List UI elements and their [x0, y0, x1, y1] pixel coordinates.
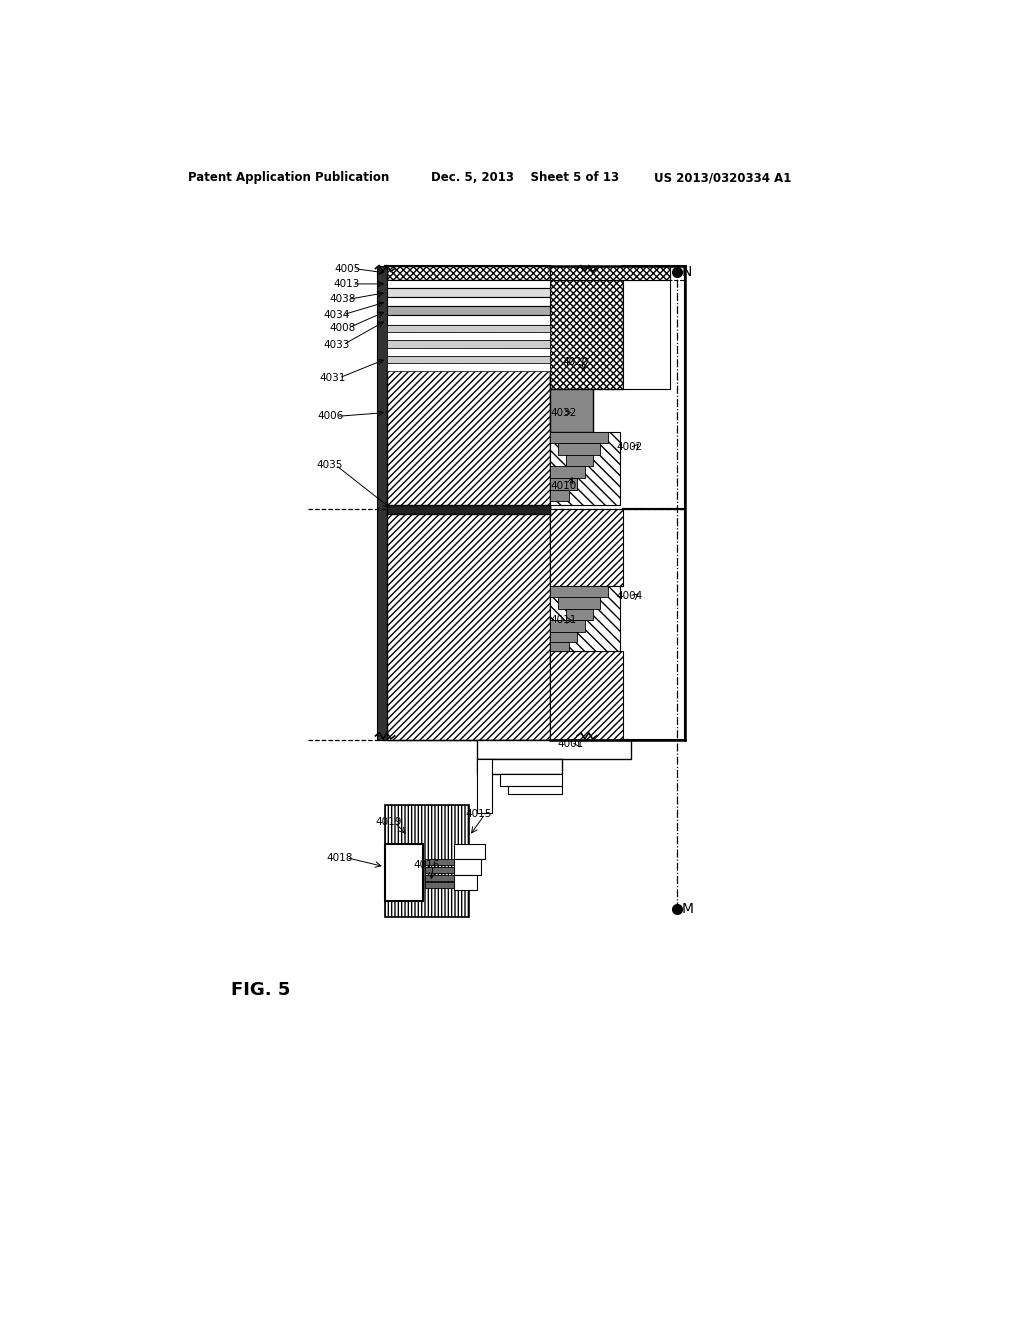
Polygon shape: [387, 348, 550, 355]
Polygon shape: [387, 315, 550, 325]
Polygon shape: [558, 444, 600, 455]
Text: Patent Application Publication: Patent Application Publication: [188, 172, 389, 185]
Polygon shape: [500, 775, 562, 785]
Polygon shape: [550, 466, 585, 478]
Polygon shape: [387, 297, 550, 306]
Text: N: N: [682, 265, 692, 280]
Text: 4002: 4002: [616, 442, 643, 453]
Polygon shape: [550, 586, 620, 651]
Text: Dec. 5, 2013    Sheet 5 of 13: Dec. 5, 2013 Sheet 5 of 13: [431, 172, 618, 185]
Text: 4013: 4013: [333, 279, 359, 289]
Polygon shape: [550, 432, 608, 444]
Polygon shape: [550, 651, 624, 739]
Polygon shape: [624, 267, 670, 389]
Polygon shape: [477, 739, 631, 759]
Text: 4035: 4035: [316, 459, 342, 470]
Polygon shape: [550, 490, 569, 502]
Polygon shape: [387, 288, 550, 297]
Polygon shape: [550, 508, 624, 586]
Polygon shape: [550, 620, 585, 632]
Polygon shape: [550, 267, 670, 280]
Polygon shape: [550, 478, 578, 490]
Text: 4015: 4015: [466, 809, 492, 820]
Text: US 2013/0320334 A1: US 2013/0320334 A1: [654, 172, 792, 185]
Text: 4020: 4020: [562, 358, 589, 367]
Polygon shape: [387, 333, 550, 341]
Polygon shape: [550, 432, 620, 506]
Text: 4019: 4019: [376, 817, 401, 828]
Text: 4008: 4008: [329, 323, 355, 333]
Polygon shape: [387, 341, 550, 348]
Text: 4016: 4016: [414, 861, 440, 870]
Text: M: M: [682, 902, 694, 916]
Polygon shape: [387, 280, 550, 288]
Polygon shape: [425, 859, 454, 866]
Polygon shape: [477, 759, 562, 775]
Text: 4005: 4005: [335, 264, 360, 273]
Text: 4033: 4033: [324, 339, 350, 350]
Polygon shape: [387, 367, 550, 739]
Polygon shape: [385, 267, 550, 739]
Polygon shape: [425, 867, 454, 873]
Polygon shape: [550, 632, 578, 642]
Polygon shape: [550, 280, 624, 389]
Text: 4034: 4034: [324, 310, 350, 319]
Polygon shape: [565, 455, 593, 466]
Polygon shape: [425, 875, 454, 880]
Polygon shape: [454, 875, 477, 890]
Polygon shape: [550, 586, 608, 598]
Text: 4018: 4018: [327, 853, 353, 862]
Polygon shape: [477, 759, 493, 813]
Polygon shape: [508, 785, 562, 793]
Text: 4006: 4006: [317, 412, 344, 421]
Text: 4001: 4001: [558, 739, 584, 748]
Polygon shape: [385, 843, 423, 902]
Polygon shape: [387, 325, 550, 333]
Polygon shape: [454, 843, 484, 859]
Polygon shape: [550, 389, 593, 432]
Polygon shape: [377, 267, 387, 739]
Polygon shape: [550, 642, 569, 651]
Polygon shape: [387, 267, 550, 280]
Polygon shape: [387, 363, 550, 371]
Polygon shape: [425, 882, 454, 888]
Polygon shape: [387, 306, 550, 315]
Text: 4011: 4011: [550, 615, 577, 626]
Text: 4031: 4031: [319, 372, 346, 383]
Polygon shape: [387, 506, 550, 515]
Polygon shape: [558, 598, 600, 609]
Text: 4032: 4032: [550, 408, 577, 417]
Text: 4010: 4010: [550, 480, 577, 491]
Polygon shape: [565, 609, 593, 620]
Text: 4038: 4038: [329, 294, 355, 305]
Text: 4004: 4004: [616, 591, 643, 601]
Text: FIG. 5: FIG. 5: [230, 981, 290, 999]
Polygon shape: [385, 805, 469, 917]
Polygon shape: [454, 859, 481, 875]
Polygon shape: [387, 355, 550, 363]
